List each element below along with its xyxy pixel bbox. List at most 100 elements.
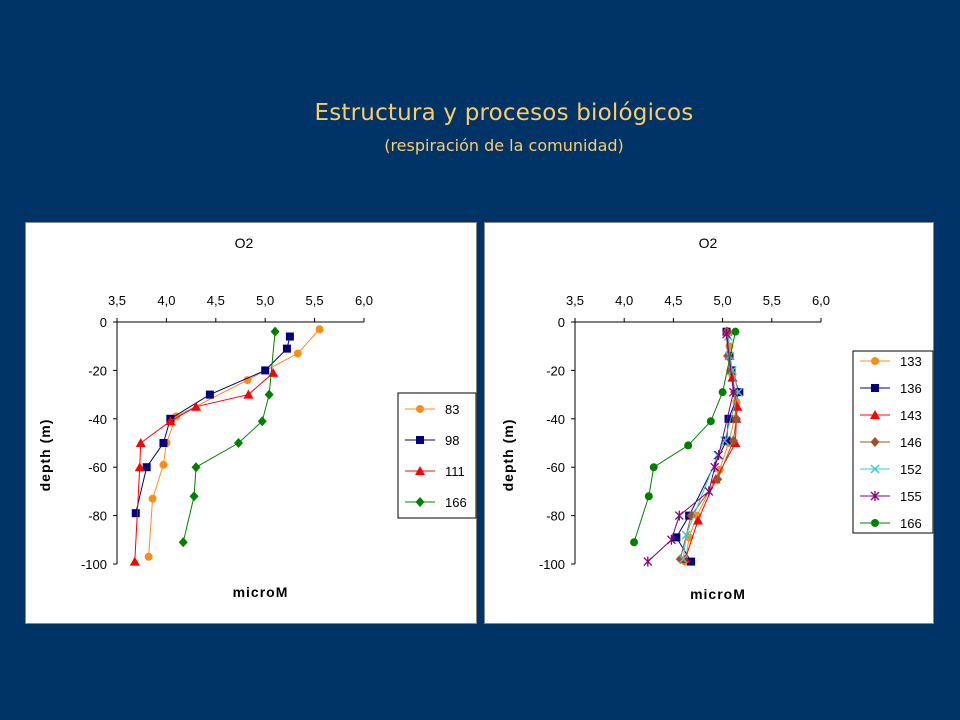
y-tick-label: -100 xyxy=(81,557,107,572)
series-83-line xyxy=(148,328,320,557)
legend-entry: 111 xyxy=(405,464,465,479)
y-axis-label: depth (m) xyxy=(37,419,53,492)
slide-title: Estructura y procesos biológicos xyxy=(314,100,694,126)
legend-marker xyxy=(870,437,880,447)
y-tick-label: 0 xyxy=(558,315,565,330)
series-111-point xyxy=(134,462,145,472)
x-tick-label: 4,0 xyxy=(615,293,633,308)
legend-marker xyxy=(871,384,879,392)
series-111-point xyxy=(243,389,254,399)
series-146-point xyxy=(731,413,741,424)
series-98-point xyxy=(285,332,294,341)
series-155-point xyxy=(674,510,684,521)
x-tick-label: 6,0 xyxy=(355,293,373,308)
series-98-point xyxy=(205,390,214,399)
series-166-point xyxy=(191,462,201,473)
y-tick-label: -60 xyxy=(88,460,107,475)
series-98-point xyxy=(282,344,291,353)
series-166-point xyxy=(649,463,658,472)
series-146-point xyxy=(729,387,739,398)
series-166-line xyxy=(182,331,276,543)
legend-entry: 98 xyxy=(405,433,459,448)
legend-entry: 146 xyxy=(860,435,922,450)
legend-label: 146 xyxy=(900,435,922,450)
series-146-point xyxy=(675,554,685,565)
series-111-point xyxy=(268,367,279,377)
series-155-point xyxy=(714,450,724,461)
legend-box xyxy=(852,350,934,534)
legend: 133 136 143 146 152 155 166 xyxy=(852,350,934,534)
series-166-point xyxy=(270,326,280,337)
legend-marker xyxy=(871,357,879,365)
series-136-point xyxy=(722,436,731,445)
y-tick-label: -60 xyxy=(546,460,565,475)
y-tick-label: -20 xyxy=(88,363,107,378)
legend-marker xyxy=(416,405,424,413)
y-tick-label: -40 xyxy=(88,412,107,427)
legend-entry: 152 xyxy=(860,462,922,477)
legend-marker xyxy=(870,464,880,474)
y-tick-label: -40 xyxy=(546,412,565,427)
series-83-point xyxy=(159,460,168,469)
legend-marker xyxy=(415,497,425,507)
series-98-point xyxy=(261,366,270,375)
y-axis-label: depth (m) xyxy=(500,419,516,492)
series-146-point xyxy=(728,435,738,446)
series-152-point xyxy=(727,365,737,375)
x-tick-label: 4,0 xyxy=(157,293,175,308)
chart-panel-right: O2 3,5 4,0 4,5 5,0 5,5 6,0 0 -20 -40 -60 -80 -100 mic… xyxy=(484,222,934,624)
series-111 xyxy=(129,367,279,566)
legend-entry: 83 xyxy=(405,402,459,417)
series-155-point xyxy=(643,556,653,567)
chart-title: O2 xyxy=(699,235,718,251)
series-98-point xyxy=(142,463,151,472)
series-98-line xyxy=(135,336,291,514)
series-98-point xyxy=(159,439,168,447)
legend-label: 166 xyxy=(445,495,467,510)
series-166-point xyxy=(706,417,715,426)
series-111-point xyxy=(135,438,146,447)
y-tick-label: -80 xyxy=(88,509,107,524)
legend-entry: 166 xyxy=(860,516,922,531)
series-152-point xyxy=(713,450,723,460)
x-tick-label: 6,0 xyxy=(812,293,830,308)
legend-label: 98 xyxy=(445,433,459,448)
chart-panel-left: O2 3,5 4,0 4,5 5,0 5,5 6,0 0 -20 -40 -60 -80 -100 mic… xyxy=(25,222,477,624)
series-166-point xyxy=(644,492,653,501)
legend-label: 152 xyxy=(900,462,922,477)
legend-marker xyxy=(416,436,424,444)
legend-label: 111 xyxy=(445,464,465,479)
series-111-point xyxy=(191,401,202,411)
x-tick-label: 4,5 xyxy=(664,293,682,308)
legend: 83 98 111 166 xyxy=(397,392,477,519)
x-tick-label: 5,5 xyxy=(306,293,324,308)
y-tick-label: -80 xyxy=(546,509,565,524)
series-166-point xyxy=(718,388,727,397)
series-166-point xyxy=(178,537,188,548)
y-tick-label: 0 xyxy=(100,315,107,330)
legend-entry: 166 xyxy=(405,495,467,510)
x-axis-label: microM xyxy=(690,586,746,602)
series-83-point xyxy=(293,349,302,358)
series-111-point xyxy=(129,556,140,566)
series-98 xyxy=(131,332,294,518)
series-166-point xyxy=(189,491,199,502)
legend-marker xyxy=(871,519,879,527)
series-143-point xyxy=(693,515,703,525)
series-166 xyxy=(178,326,280,548)
legend-entry: 143 xyxy=(860,408,922,423)
y-tick-label: -100 xyxy=(539,557,565,572)
series-166-point xyxy=(257,416,267,427)
series-155-point xyxy=(710,462,720,473)
x-tick-label: 3,5 xyxy=(566,293,584,308)
x-tick-label: 5,5 xyxy=(763,293,781,308)
series-155-point xyxy=(722,329,731,340)
chart-title: O2 xyxy=(235,235,254,251)
series-155-point xyxy=(704,486,714,497)
series-98-point xyxy=(131,509,140,518)
series-152-point xyxy=(681,530,691,540)
chart-left-svg: O2 3,5 4,0 4,5 5,0 5,5 6,0 0 -20 -40 -60 -80 -100 mic… xyxy=(37,235,477,600)
legend-marker xyxy=(415,466,425,475)
series-143-point xyxy=(732,401,743,411)
legend-entry: 155 xyxy=(860,489,922,504)
